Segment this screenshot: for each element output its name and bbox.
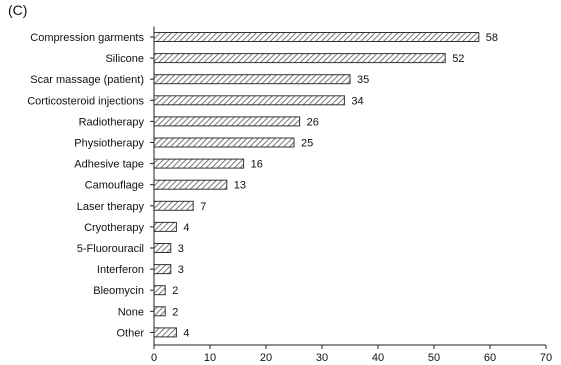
category-label: Physiotherapy	[74, 138, 144, 150]
bar	[153, 285, 166, 296]
x-tick-label: 20	[260, 352, 272, 364]
bar	[153, 53, 446, 64]
x-tick-label: 0	[151, 352, 157, 364]
x-axis: 0 10 20 30 40 50 60 70	[151, 26, 552, 364]
data-label: 16	[251, 159, 263, 171]
category-label: Adhesive tape	[74, 159, 144, 171]
category-label: Cryotherapy	[84, 222, 144, 234]
data-label: 26	[307, 116, 319, 128]
category-label: Radiotherapy	[79, 116, 145, 128]
data-label: 2	[172, 306, 178, 318]
x-tick-label: 40	[372, 352, 384, 364]
category-label: Interferon	[97, 264, 144, 276]
category-label: Camouflage	[85, 180, 144, 192]
data-label: 35	[357, 74, 369, 86]
data-label: 4	[183, 222, 189, 234]
bar	[153, 179, 228, 190]
bar	[153, 200, 194, 211]
x-tick-label: 50	[428, 352, 440, 364]
bar	[153, 95, 345, 106]
category-label: Scar massage (patient)	[30, 74, 144, 86]
x-tick-label: 10	[204, 352, 216, 364]
category-label: Other	[116, 327, 144, 339]
category-label: Silicone	[105, 53, 144, 65]
category-label: Laser therapy	[77, 201, 145, 213]
data-label: 3	[178, 243, 184, 255]
x-tick-label: 30	[316, 352, 328, 364]
bar	[153, 158, 245, 169]
data-label: 7	[200, 201, 206, 213]
bar	[153, 264, 172, 275]
x-tick-label: 70	[540, 352, 552, 364]
bar	[153, 137, 295, 148]
bar	[153, 32, 480, 42]
bar	[153, 116, 301, 127]
data-label: 58	[486, 32, 498, 44]
data-label: 3	[178, 264, 184, 276]
data-label: 4	[183, 327, 189, 339]
bars-layer: Compression garments 58 Silicone 52 Scar mas…	[27, 32, 498, 339]
data-label: 34	[351, 95, 363, 107]
category-label: 5-Fluorouracil	[77, 243, 144, 255]
panel-label: (C)	[8, 2, 28, 18]
x-tick-label: 60	[484, 352, 496, 364]
data-label: 25	[301, 138, 313, 150]
category-label: None	[118, 306, 144, 318]
data-label: 2	[172, 285, 178, 297]
bar	[153, 74, 351, 85]
bar	[153, 327, 177, 338]
data-label: 52	[452, 53, 464, 65]
bar	[153, 306, 166, 317]
bar	[153, 221, 177, 232]
bar	[153, 243, 172, 253]
category-label: Corticosteroid injections	[27, 95, 144, 107]
data-label: 13	[234, 180, 246, 192]
category-label: Compression garments	[30, 32, 144, 44]
category-label: Bleomycin	[93, 285, 144, 297]
